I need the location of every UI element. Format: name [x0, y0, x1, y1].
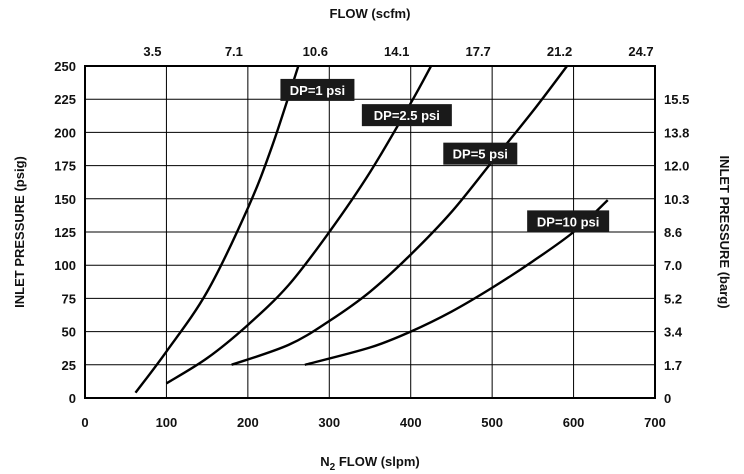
x-tick-label: 0 — [81, 415, 88, 430]
curve-label-box — [527, 210, 610, 233]
y-tick-label: 250 — [54, 59, 76, 74]
x-tick-label: 100 — [156, 415, 178, 430]
y-tick-label: 50 — [62, 325, 76, 340]
right-tick-label: 10.3 — [664, 192, 689, 207]
right-tick-label: 13.8 — [664, 125, 689, 140]
curve-label-box — [361, 104, 452, 127]
x-tick-label: 500 — [481, 415, 503, 430]
curve-label-text: DP=10 psi — [537, 214, 600, 229]
top-tick-label: 24.7 — [628, 44, 653, 59]
curve-labels: DP=1 psi DP=2.5 psi DP=5 psi DP=10 psi — [280, 78, 610, 233]
y-tick-label: 25 — [62, 358, 76, 373]
x-tick-label: 400 — [400, 415, 422, 430]
top-axis-ticks: 3.5 7.1 10.6 14.1 17.7 21.2 24.7 — [143, 44, 653, 59]
curve-label-box — [443, 142, 518, 165]
right-tick-label: 1.7 — [664, 358, 682, 373]
right-tick-label: 12.0 — [664, 159, 689, 174]
curve-label-3: DP=5 psi — [443, 142, 518, 165]
y-tick-label: 200 — [54, 125, 76, 140]
right-tick-label: 8.6 — [664, 225, 682, 240]
curve-label-box — [280, 78, 355, 101]
left-axis-ticks: 0 25 50 75 100 125 150 175 200 225 250 — [54, 59, 76, 406]
curve-label-4: DP=10 psi — [527, 210, 610, 233]
curve-label-text: DP=1 psi — [290, 83, 345, 98]
y-tick-label: 100 — [54, 258, 76, 273]
y-tick-label: 175 — [54, 159, 76, 174]
top-tick-label: 14.1 — [384, 44, 409, 59]
x-tick-label: 700 — [644, 415, 666, 430]
right-axis-ticks: 0 1.7 3.4 5.2 7.0 8.6 10.3 12.0 13.8 15.5 — [664, 92, 689, 406]
right-tick-label: 15.5 — [664, 92, 689, 107]
x-tick-label: 600 — [563, 415, 585, 430]
curve-label-text: DP=5 psi — [453, 147, 508, 162]
plot-frame — [84, 65, 656, 399]
curve-series-3 — [231, 65, 569, 366]
left-axis-title: INLET PRESSURE (psig) — [12, 156, 27, 308]
bottom-axis-ticks: 0 100 200 300 400 500 600 700 — [81, 415, 665, 430]
y-tick-label: 0 — [69, 391, 76, 406]
right-tick-label: 5.2 — [664, 291, 682, 306]
bottom-axis-title-main: N — [320, 454, 329, 469]
top-tick-label: 10.6 — [303, 44, 328, 59]
y-tick-label: 75 — [62, 291, 76, 306]
right-tick-label: 3.4 — [664, 325, 683, 340]
top-tick-label: 7.1 — [225, 44, 243, 59]
curve-label-text: DP=2.5 psi — [374, 108, 440, 123]
top-tick-label: 21.2 — [547, 44, 572, 59]
curve-label-1: DP=1 psi — [280, 78, 355, 101]
top-tick-label: 3.5 — [143, 44, 161, 59]
right-axis-title: INLET PRESSURE (barg) — [717, 155, 732, 308]
curve-series-1 — [134, 65, 300, 394]
y-tick-label: 150 — [54, 192, 76, 207]
top-axis-title: FLOW (scfm) — [330, 6, 411, 21]
x-tick-label: 200 — [237, 415, 259, 430]
top-tick-label: 17.7 — [465, 44, 490, 59]
curve-series-4 — [304, 199, 609, 366]
bottom-axis-title-sub: 2 — [330, 462, 336, 473]
y-tick-label: 125 — [54, 225, 76, 240]
y-tick-label: 225 — [54, 92, 76, 107]
right-tick-label: 7.0 — [664, 258, 682, 273]
curve-label-2: DP=2.5 psi — [361, 104, 452, 127]
right-tick-label: 0 — [664, 391, 671, 406]
x-tick-label: 300 — [318, 415, 340, 430]
bottom-axis-title-rest: FLOW (slpm) — [335, 454, 420, 469]
bottom-axis-title: N2 FLOW (slpm) — [320, 454, 419, 473]
